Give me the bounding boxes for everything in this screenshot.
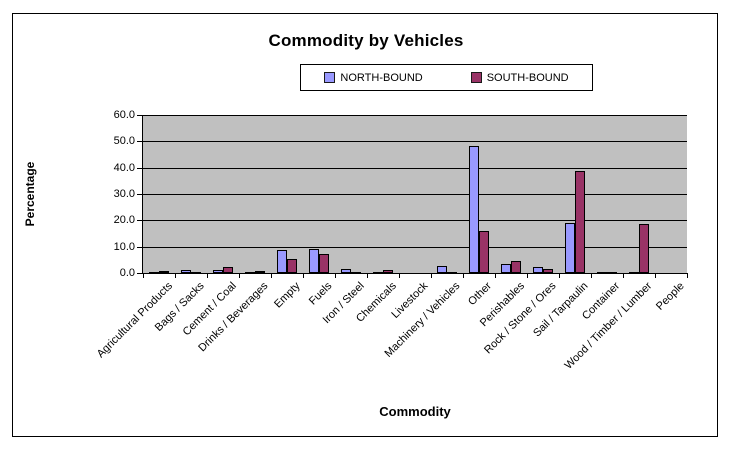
y-tick xyxy=(137,141,142,143)
legend-item-south-bound: SOUTH-BOUND xyxy=(470,71,569,84)
y-tick xyxy=(137,273,142,274)
y-axis-title: Percentage xyxy=(23,161,37,227)
x-tick xyxy=(687,274,688,278)
bar-north-bound-5 xyxy=(309,249,319,273)
y-tick xyxy=(137,194,142,195)
bar-south-bound-7 xyxy=(383,270,393,273)
bar-south-bound-4 xyxy=(287,259,297,273)
bar-south-bound-5 xyxy=(319,254,329,273)
y-axis-line xyxy=(142,115,143,274)
north-bound-swatch-icon xyxy=(324,72,336,83)
y-tick-label: 10.0 xyxy=(113,240,135,253)
bar-north-bound-4 xyxy=(277,250,287,273)
x-axis-title: Commodity xyxy=(379,404,451,419)
gridline xyxy=(143,115,687,116)
bar-south-bound-13 xyxy=(575,171,585,273)
x-tick xyxy=(239,274,240,278)
bar-north-bound-9 xyxy=(437,266,447,273)
gridline xyxy=(143,220,687,222)
y-tick-label: 20.0 xyxy=(113,214,135,227)
bar-south-bound-15 xyxy=(639,224,649,273)
legend: NORTH-BOUND SOUTH-BOUND xyxy=(300,64,593,91)
y-tick-label: 0.0 xyxy=(119,267,135,279)
x-tick xyxy=(431,274,432,278)
bar-south-bound-12 xyxy=(543,269,553,273)
x-tick xyxy=(527,274,528,278)
x-axis-line xyxy=(142,273,688,274)
bar-north-bound-13 xyxy=(565,223,575,273)
bar-north-bound-1 xyxy=(181,270,191,273)
bar-north-bound-2 xyxy=(213,270,223,273)
x-tick xyxy=(207,274,208,278)
y-tick xyxy=(137,167,142,169)
bar-north-bound-12 xyxy=(533,267,543,273)
legend-label: NORTH-BOUND xyxy=(340,71,423,84)
gridline xyxy=(143,167,687,169)
bar-north-bound-11 xyxy=(501,264,511,273)
x-tick xyxy=(335,274,336,278)
x-tick xyxy=(655,274,656,278)
bar-south-bound-11 xyxy=(511,261,521,273)
chart-title: Commodity by Vehicles xyxy=(268,31,464,50)
x-tick xyxy=(591,274,592,278)
bar-north-bound-6 xyxy=(341,269,351,273)
x-tick xyxy=(143,274,144,278)
y-tick xyxy=(137,220,142,222)
gridline xyxy=(143,246,687,248)
x-tick xyxy=(367,274,368,278)
x-tick xyxy=(303,274,304,278)
x-tick xyxy=(623,274,624,278)
x-tick xyxy=(495,274,496,278)
gridline xyxy=(143,194,687,195)
y-tick xyxy=(137,246,142,248)
bar-south-bound-2 xyxy=(223,267,233,273)
south-bound-swatch-icon xyxy=(470,72,482,83)
legend-label: SOUTH-BOUND xyxy=(486,71,569,84)
bar-north-bound-10 xyxy=(469,146,479,273)
x-tick xyxy=(175,274,176,278)
bar-south-bound-3 xyxy=(255,271,265,273)
x-tick xyxy=(463,274,464,278)
x-tick xyxy=(399,274,400,278)
gridline xyxy=(143,141,687,143)
x-tick xyxy=(271,274,272,278)
y-tick-label: 30.0 xyxy=(113,188,135,200)
bar-south-bound-0 xyxy=(159,271,169,273)
bar-south-bound-10 xyxy=(479,231,489,273)
x-tick xyxy=(559,274,560,278)
y-tick xyxy=(137,115,142,116)
y-tick-label: 50.0 xyxy=(113,135,135,148)
legend-item-north-bound: NORTH-BOUND xyxy=(324,71,423,84)
y-tick-label: 40.0 xyxy=(113,161,135,174)
y-tick-label: 60.0 xyxy=(113,109,135,121)
